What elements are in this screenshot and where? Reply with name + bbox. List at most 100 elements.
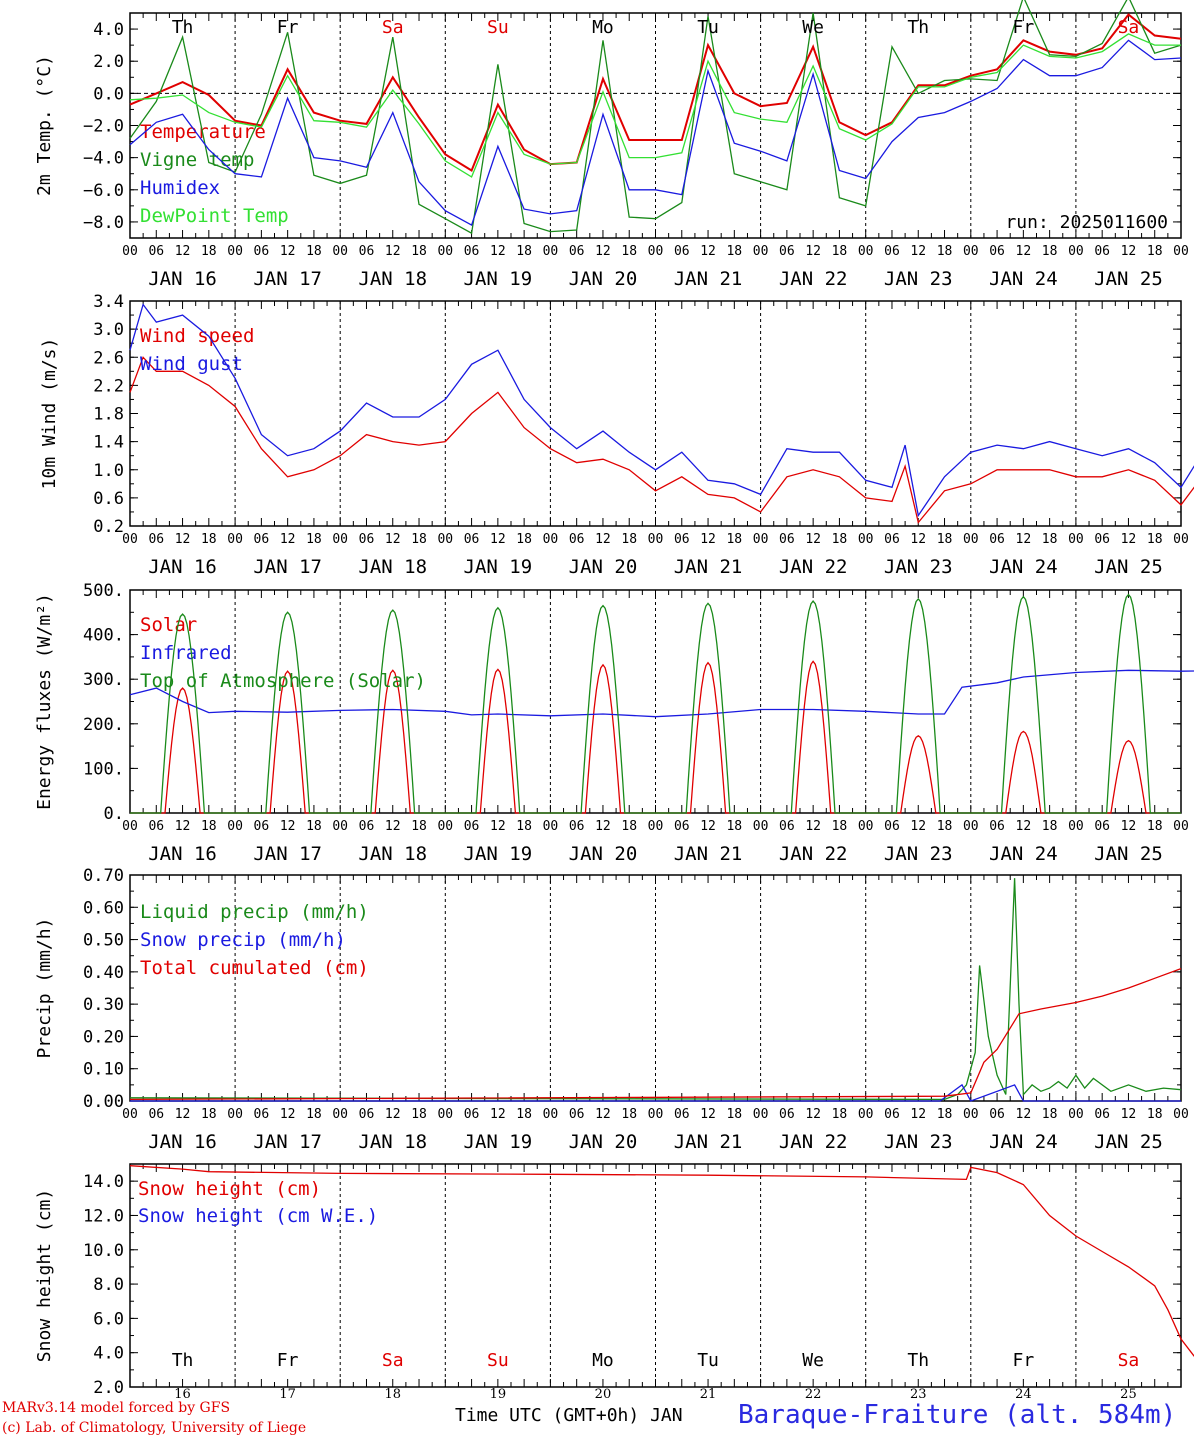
x-hour-label: 12 <box>1121 1107 1137 1122</box>
x-date-label: JAN 18 <box>358 268 427 290</box>
legend-entry: Solar <box>140 614 197 636</box>
weekday-label: Sa <box>382 17 404 38</box>
x-date-label: JAN 19 <box>464 1131 533 1153</box>
x-date-label: JAN 21 <box>674 268 743 290</box>
x-hour-label: 00 <box>858 819 874 834</box>
x-hour-label: 06 <box>464 1107 480 1122</box>
x-date-label: JAN 22 <box>779 1131 848 1153</box>
x-date-label: JAN 24 <box>989 843 1058 865</box>
y-tick-label: −2.0 <box>83 117 124 137</box>
x-hour-label: 12 <box>1121 819 1137 834</box>
x-hour-label: 12 <box>1121 532 1137 547</box>
y-tick-label: 400. <box>83 626 124 646</box>
x-hour-label: 18 <box>937 244 953 259</box>
day-number-label: 25 <box>1120 1387 1137 1402</box>
x-hour-label: 00 <box>122 1107 138 1122</box>
x-hour-label: 12 <box>805 244 821 259</box>
x-hour-label: 00 <box>1068 1107 1084 1122</box>
x-date-label: JAN 19 <box>464 843 533 865</box>
x-hour-label: 00 <box>648 819 664 834</box>
y-tick-label: 0.20 <box>83 1027 124 1047</box>
weekday-label: Tu <box>697 1350 719 1371</box>
series-line <box>129 967 1182 1101</box>
x-hour-label: 06 <box>254 819 270 834</box>
y-tick-label: 100. <box>83 759 124 779</box>
x-date-label: JAN 17 <box>253 1131 322 1153</box>
x-hour-label: 18 <box>516 1107 532 1122</box>
y-tick-label: 0.0 <box>93 84 124 104</box>
x-hour-label: 00 <box>1173 819 1189 834</box>
x-date-label: JAN 20 <box>569 556 638 578</box>
x-hour-label: 06 <box>674 819 690 834</box>
x-date-label: JAN 22 <box>779 268 848 290</box>
x-hour-label: 06 <box>148 1107 164 1122</box>
x-hour-label: 18 <box>937 819 953 834</box>
x-date-label: JAN 16 <box>148 1131 217 1153</box>
x-hour-label: 12 <box>175 532 191 547</box>
weekday-label: Mo <box>592 1350 614 1371</box>
x-hour-label: 12 <box>490 532 506 547</box>
station-title: Baraque-Fraiture (alt. 584m) <box>738 1400 1177 1430</box>
x-hour-label: 06 <box>674 1107 690 1122</box>
x-date-label: JAN 16 <box>148 556 217 578</box>
y-tick-label: 0.6 <box>93 489 124 509</box>
y-tick-label: −8.0 <box>83 213 124 233</box>
x-hour-label: 00 <box>963 819 979 834</box>
x-date-label: JAN 20 <box>569 268 638 290</box>
x-hour-label: 12 <box>385 532 401 547</box>
day-number-label: 16 <box>174 1387 191 1402</box>
series-line <box>129 0 1182 235</box>
x-hour-label: 18 <box>516 819 532 834</box>
weekday-label: Fr <box>277 17 299 38</box>
y-tick-label: 300. <box>83 670 124 690</box>
lab-credit: (c) Lab. of Climatology, University of L… <box>2 1420 307 1436</box>
x-hour-label: 18 <box>726 244 742 259</box>
x-hour-label: 12 <box>175 819 191 834</box>
x-hour-label: 18 <box>1147 819 1163 834</box>
legend-entry: Infrared <box>140 642 232 664</box>
x-hour-label: 18 <box>1042 244 1058 259</box>
x-hour-label: 12 <box>280 1107 296 1122</box>
x-hour-label: 12 <box>490 244 506 259</box>
legend-entry: Wind speed <box>140 325 254 347</box>
x-hour-label: 00 <box>543 244 559 259</box>
y-tick-label: 1.8 <box>93 405 124 425</box>
x-hour-label: 12 <box>910 532 926 547</box>
x-hour-label: 06 <box>254 1107 270 1122</box>
series-line <box>129 669 1194 718</box>
legend-entry: Vigne temp <box>140 149 254 171</box>
y-tick-label: 6.0 <box>93 1309 124 1329</box>
x-hour-label: 18 <box>726 532 742 547</box>
day-number-label: 23 <box>910 1387 927 1402</box>
x-hour-label: 06 <box>464 819 480 834</box>
x-date-label: JAN 21 <box>674 556 743 578</box>
day-number-label: 22 <box>805 1387 822 1402</box>
x-hour-label: 00 <box>332 1107 348 1122</box>
x-hour-label: 00 <box>1173 244 1189 259</box>
x-date-label: JAN 17 <box>253 843 322 865</box>
x-hour-label: 06 <box>254 532 270 547</box>
x-hour-label: 12 <box>910 244 926 259</box>
x-hour-label: 00 <box>437 532 453 547</box>
x-date-label: JAN 24 <box>989 268 1058 290</box>
y-tick-label: 3.0 <box>93 320 124 340</box>
legend-entry: DewPoint Temp <box>140 205 289 227</box>
x-hour-label: 12 <box>595 532 611 547</box>
series-line <box>130 593 1181 814</box>
legend-entry: Wind gust <box>140 353 243 375</box>
series-line <box>129 13 1182 172</box>
x-hour-label: 18 <box>1147 244 1163 259</box>
x-hour-label: 18 <box>411 1107 427 1122</box>
y-tick-label: 4.0 <box>93 1344 124 1364</box>
day-number-label: 21 <box>700 1387 717 1402</box>
x-hour-label: 06 <box>359 1107 375 1122</box>
x-hour-label: 06 <box>884 532 900 547</box>
day-number-label: 24 <box>1015 1387 1032 1402</box>
y-tick-label: 0. <box>104 804 124 824</box>
y-tick-label: 1.0 <box>93 461 124 481</box>
weekday-label: Sa <box>1118 1350 1140 1371</box>
x-hour-label: 00 <box>543 532 559 547</box>
x-hour-label: 12 <box>910 819 926 834</box>
x-hour-label: 12 <box>490 819 506 834</box>
y-tick-label: 0.00 <box>83 1092 124 1112</box>
